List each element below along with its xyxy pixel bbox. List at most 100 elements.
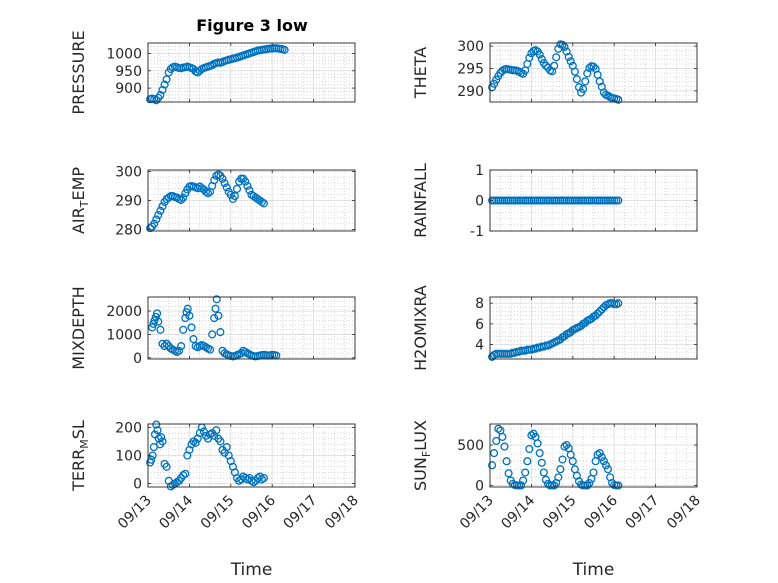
data-point	[154, 317, 163, 326]
data-point	[150, 316, 159, 325]
data-series	[146, 420, 268, 491]
y-axis-label: AIRTEMP	[69, 167, 91, 234]
axes-box	[489, 423, 698, 488]
data-point	[151, 312, 160, 321]
data-point	[230, 192, 239, 201]
data-point	[502, 457, 511, 466]
data-point	[521, 468, 530, 477]
data-point	[595, 449, 604, 458]
data-point	[216, 328, 225, 337]
data-point	[562, 47, 571, 56]
y-axis-label: RAINFALL	[411, 163, 430, 238]
y-tick-label: 200	[115, 420, 142, 436]
y-tick-label: 900	[115, 81, 142, 97]
data-series	[148, 295, 281, 361]
data-point	[537, 458, 546, 467]
data-point	[494, 424, 503, 433]
data-point	[539, 468, 548, 477]
data-point	[249, 478, 258, 487]
data-point	[257, 475, 266, 484]
data-point	[568, 457, 577, 466]
y-axis-label-tail: SL	[69, 420, 88, 439]
data-point	[220, 179, 229, 188]
data-point	[222, 183, 231, 192]
data-point	[498, 432, 507, 441]
data-point	[156, 206, 165, 215]
data-point	[179, 193, 188, 202]
data-point	[525, 444, 534, 454]
data-point	[158, 437, 167, 446]
y-tick-label: 280	[115, 223, 142, 239]
subplot-rainfall: -1 0 1 RAINFALL	[411, 163, 698, 240]
data-point	[572, 75, 581, 84]
data-point	[211, 304, 220, 313]
data-point	[525, 53, 534, 62]
y-axis-label-subscript: M	[78, 439, 91, 449]
data-point	[556, 465, 565, 474]
y-tick-label: 300	[457, 39, 484, 55]
x-axis-label: Time	[230, 560, 273, 580]
data-point	[146, 224, 155, 233]
data-point	[187, 323, 196, 332]
data-point	[589, 62, 598, 71]
y-axis-label-main: AIR	[69, 207, 88, 234]
data-point	[599, 457, 608, 466]
data-point	[490, 79, 499, 88]
y-axis-label-subscript: T	[78, 200, 91, 208]
data-point	[149, 319, 158, 328]
axes-background	[148, 43, 355, 102]
data-series	[488, 196, 623, 205]
data-point	[541, 61, 550, 70]
data-point	[181, 469, 190, 478]
data-point	[583, 481, 592, 490]
subplot-theta: 290 295 300 THETA	[411, 39, 698, 104]
data-point	[208, 330, 217, 339]
y-axis-label: TERRMSL	[69, 420, 91, 492]
data-point	[175, 346, 184, 355]
data-point	[257, 197, 266, 207]
data-point	[614, 299, 623, 308]
data-series	[488, 299, 623, 361]
data-point	[581, 77, 590, 86]
data-point	[179, 325, 188, 334]
y-axis-label: MIXDEPTH	[69, 286, 88, 369]
data-point	[516, 481, 526, 490]
data-point	[243, 181, 252, 191]
data-point	[177, 195, 186, 204]
data-point	[189, 335, 198, 344]
data-point	[162, 462, 171, 471]
data-point	[154, 210, 163, 220]
y-axis-label-tail: EMP	[69, 167, 88, 201]
data-point	[150, 219, 159, 228]
y-axis-label-main: MIXDEPTH	[69, 286, 88, 369]
data-point	[157, 433, 166, 442]
data-point	[210, 176, 219, 185]
data-point	[603, 465, 613, 474]
data-point	[601, 461, 610, 470]
data-point	[558, 40, 567, 49]
data-point	[593, 309, 602, 318]
data-point	[181, 314, 190, 323]
data-point	[614, 481, 623, 490]
data-point	[591, 311, 600, 320]
data-point	[212, 295, 221, 304]
data-series	[488, 424, 623, 490]
data-point	[153, 309, 162, 318]
y-tick-label: 500	[457, 438, 484, 454]
data-point	[614, 95, 623, 104]
data-point	[560, 442, 569, 451]
data-point	[583, 69, 592, 78]
y-axis-label: SUNFLUX	[411, 420, 433, 491]
data-point	[614, 196, 623, 205]
y-tick-label: -1	[470, 224, 484, 240]
data-point	[212, 426, 221, 435]
data-point	[152, 420, 161, 429]
axes-box	[489, 296, 698, 360]
data-point	[593, 450, 602, 459]
data-point	[214, 170, 223, 179]
data-point	[226, 190, 235, 199]
data-point	[162, 75, 171, 84]
data-point	[554, 473, 563, 482]
